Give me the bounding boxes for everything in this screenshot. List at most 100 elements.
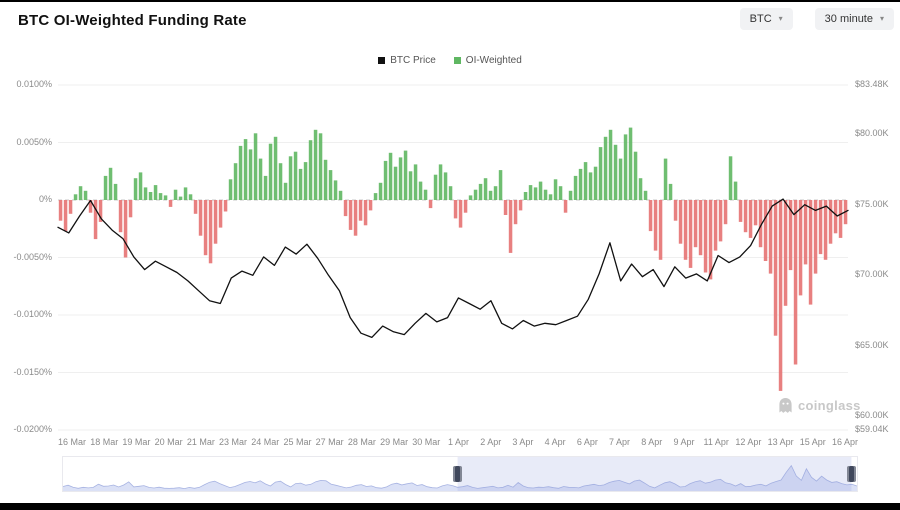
funding-bar xyxy=(533,187,538,200)
funding-rate-chart-canvas[interactable] xyxy=(0,0,900,455)
funding-bar xyxy=(203,200,208,256)
funding-bar xyxy=(358,200,363,221)
funding-bar xyxy=(383,160,388,200)
funding-bar xyxy=(693,200,698,248)
funding-bar xyxy=(283,182,288,201)
funding-bar xyxy=(468,195,473,200)
funding-bar xyxy=(658,200,663,260)
funding-bar xyxy=(363,200,368,226)
funding-bar xyxy=(743,200,748,233)
y-tick-label-right: $60.00K xyxy=(855,410,889,421)
navigator-handle-left[interactable] xyxy=(453,466,463,482)
funding-bar xyxy=(543,189,548,200)
funding-bar xyxy=(198,200,203,236)
funding-bar xyxy=(653,200,658,251)
funding-bar xyxy=(808,200,813,305)
funding-bar xyxy=(668,183,673,200)
funding-bar xyxy=(288,156,293,200)
funding-bar xyxy=(748,200,753,238)
x-tick-label: 28 Mar xyxy=(347,437,376,447)
data-zoom-navigator[interactable] xyxy=(62,456,858,492)
x-tick-label: 12 Apr xyxy=(735,437,762,447)
chevron-down-icon: ▾ xyxy=(778,14,783,23)
funding-bar xyxy=(153,185,158,200)
symbol-select[interactable]: BTC ▾ xyxy=(739,8,793,30)
funding-bar xyxy=(178,196,183,200)
funding-bar xyxy=(563,200,568,213)
funding-bar xyxy=(183,187,188,200)
coinglass-watermark-text: coinglass xyxy=(798,398,861,413)
funding-bar xyxy=(773,200,778,336)
x-tick-label: 25 Mar xyxy=(283,437,312,447)
y-tick-label-left: 0.0050% xyxy=(16,136,52,147)
funding-bar xyxy=(783,200,788,306)
funding-bar xyxy=(93,200,98,240)
x-tick-label: 16 Mar xyxy=(57,437,87,447)
legend-item-btc-price[interactable]: BTC Price xyxy=(378,55,436,66)
funding-bar xyxy=(103,175,108,200)
x-tick-label: 19 Mar xyxy=(122,437,151,447)
funding-bar xyxy=(438,164,443,200)
funding-bar xyxy=(488,190,493,200)
funding-bar xyxy=(778,200,783,391)
funding-bar xyxy=(698,200,703,256)
funding-bar xyxy=(473,189,478,200)
funding-bar xyxy=(78,186,83,200)
funding-bar xyxy=(418,181,423,200)
funding-bar xyxy=(553,179,558,200)
funding-bar xyxy=(478,183,483,200)
funding-bar xyxy=(643,190,648,200)
x-tick-label: 30 Mar xyxy=(412,437,441,447)
legend-item-oi-weighted[interactable]: OI-Weighted xyxy=(453,55,522,66)
funding-bar xyxy=(218,200,223,228)
funding-bar xyxy=(188,194,193,201)
x-tick-label: 15 Apr xyxy=(799,437,826,447)
funding-bar xyxy=(583,162,588,200)
y-tick-label-right: $65.00K xyxy=(855,339,889,350)
legend-label: BTC Price xyxy=(390,55,436,66)
funding-bar xyxy=(413,164,418,200)
x-tick-label: 8 Apr xyxy=(641,437,663,447)
y-tick-label-right: $83.48K xyxy=(855,79,889,89)
funding-bar xyxy=(593,166,598,200)
navigator-selection[interactable] xyxy=(457,457,852,491)
funding-bar xyxy=(463,200,468,213)
funding-bar xyxy=(598,147,603,200)
funding-bar xyxy=(258,158,263,200)
page-title: BTC OI-Weighted Funding Rate xyxy=(18,12,247,29)
funding-bar xyxy=(608,129,613,200)
funding-bar xyxy=(713,200,718,251)
funding-bar xyxy=(63,200,68,232)
x-tick-label: 7 Apr xyxy=(609,437,631,447)
funding-bar xyxy=(223,200,228,212)
interval-select[interactable]: 30 minute ▾ xyxy=(814,8,894,30)
funding-bar xyxy=(273,136,278,201)
y-tick-label-left: -0.0150% xyxy=(13,366,52,377)
funding-bar xyxy=(588,172,593,200)
x-tick-label: 6 Apr xyxy=(576,437,598,447)
funding-bar xyxy=(123,200,128,258)
funding-bar xyxy=(828,200,833,244)
funding-bar xyxy=(98,200,103,222)
symbol-select-value: BTC xyxy=(749,13,772,25)
funding-bar xyxy=(388,152,393,200)
funding-bar xyxy=(838,200,843,238)
funding-bar xyxy=(228,179,233,200)
funding-bar xyxy=(688,200,693,268)
funding-bar xyxy=(243,139,248,200)
funding-bar xyxy=(158,193,163,200)
funding-bar xyxy=(318,133,323,200)
y-tick-label-right: $70.00K xyxy=(855,269,889,280)
funding-bar xyxy=(238,145,243,200)
funding-bar xyxy=(408,171,413,201)
funding-bar xyxy=(263,175,268,200)
funding-bar xyxy=(753,200,758,226)
x-tick-label: 16 Apr xyxy=(831,437,859,447)
funding-bar xyxy=(353,200,358,236)
navigator-handle-right[interactable] xyxy=(846,466,856,482)
funding-bar xyxy=(148,192,153,200)
y-tick-label-left: -0.0100% xyxy=(13,309,52,319)
funding-bar xyxy=(73,194,78,201)
y-tick-label-right: $80.00K xyxy=(855,128,889,139)
funding-bar xyxy=(538,181,543,200)
